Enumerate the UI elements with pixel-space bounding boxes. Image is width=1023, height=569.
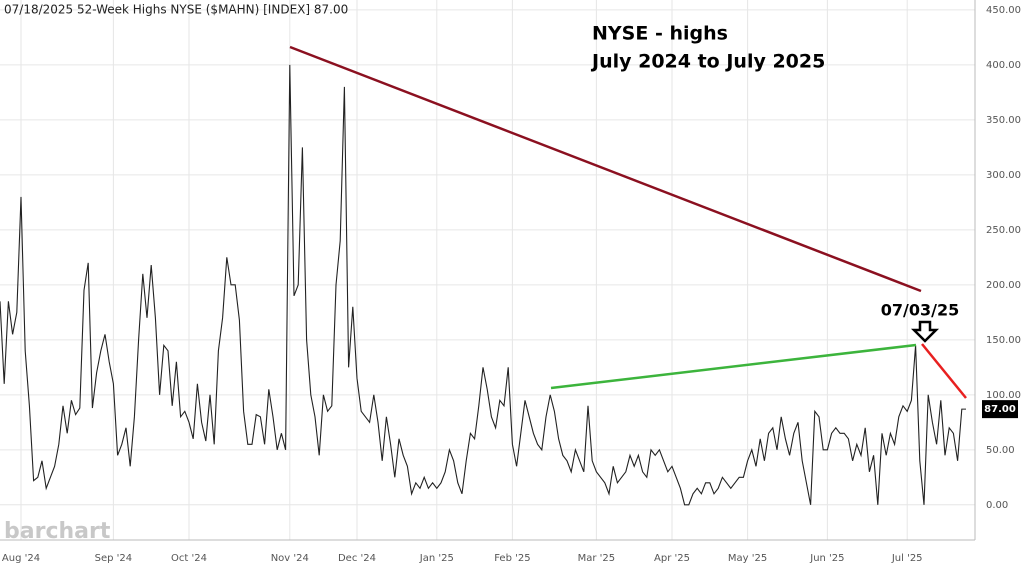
- last-value-box: [982, 400, 1018, 419]
- x-tick-label: Jun '25: [809, 553, 844, 564]
- arrow-icon: [910, 320, 940, 343]
- trend-line: [289, 45, 922, 293]
- trend-line: [921, 343, 967, 399]
- x-tick-label: Oct '24: [171, 553, 207, 564]
- y-tick-label: 250.00: [986, 225, 1021, 236]
- watermark: barchart: [4, 519, 111, 544]
- trend-line: [550, 343, 917, 390]
- x-tick-label: Jan '25: [419, 553, 454, 564]
- x-tick-label: Jul '25: [891, 553, 923, 564]
- chart-title: 07/18/2025 52-Week Highs NYSE ($MAHN) [I…: [4, 3, 348, 17]
- line: [0, 64, 966, 506]
- x-tick-label: Sep '24: [95, 553, 133, 564]
- x-tick-label: Aug '24: [2, 553, 40, 564]
- x-tick-label: Mar '25: [578, 553, 616, 564]
- y-tick-label: 350.00: [986, 115, 1021, 126]
- y-tick-label: 100.00: [986, 390, 1021, 401]
- y-tick-label: 450.00: [986, 5, 1021, 16]
- annotation: July 2024 to July 2025: [590, 51, 825, 73]
- annotation: 07/03/25: [881, 301, 959, 320]
- y-tick-label: 150.00: [986, 335, 1021, 346]
- y-tick-label: 0.00: [986, 500, 1008, 511]
- x-tick-label: Feb '25: [494, 553, 530, 564]
- x-tick-label: May '25: [728, 553, 767, 564]
- y-tick-label: 300.00: [986, 170, 1021, 181]
- grid: [0, 0, 975, 540]
- y-tick-label: 50.00: [986, 445, 1015, 456]
- x-tick-label: Nov '24: [271, 553, 309, 564]
- y-tick-label: 400.00: [986, 60, 1021, 71]
- x-tick-label: Dec '24: [338, 553, 376, 564]
- y-tick-label: 200.00: [986, 280, 1021, 291]
- last-value-label: 87.00: [984, 404, 1016, 415]
- x-tick-label: Apr '25: [654, 553, 690, 564]
- annotation: NYSE - highs: [592, 23, 728, 45]
- plot: [0, 64, 966, 506]
